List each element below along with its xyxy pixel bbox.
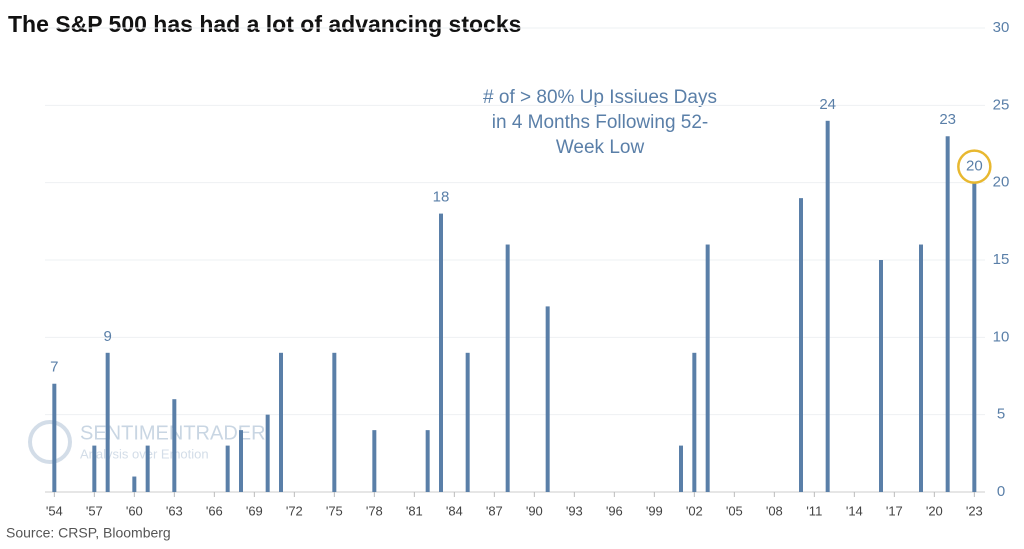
x-tick-label: '23 — [966, 503, 983, 518]
x-tick-label: '90 — [526, 503, 543, 518]
bar — [239, 430, 243, 492]
x-tick-label: '11 — [806, 503, 822, 518]
bar — [105, 352, 110, 492]
x-tick-label: '96 — [606, 503, 623, 518]
data-label: 24 — [819, 96, 836, 113]
bar — [425, 430, 430, 492]
x-tick-label: '54 — [46, 503, 63, 518]
y-tick-label: 0 — [997, 483, 1005, 500]
y-tick-label: 5 — [997, 406, 1005, 423]
bar — [372, 430, 377, 492]
chart-title: The S&P 500 has had a lot of advancing s… — [8, 11, 521, 37]
x-tick-label: '08 — [766, 503, 783, 518]
x-tick-label: '05 — [726, 503, 743, 518]
bar — [52, 383, 57, 492]
x-tick-label: '63 — [166, 503, 183, 518]
bar — [945, 136, 950, 492]
bar — [505, 244, 510, 492]
bar — [705, 244, 710, 492]
x-tick-label: '93 — [566, 503, 583, 518]
y-tick-label: 10 — [993, 328, 1010, 345]
highlight-circle — [957, 149, 992, 184]
bar — [145, 445, 150, 492]
bar — [439, 213, 443, 492]
bar — [545, 306, 550, 492]
annotation: # of > 80% Up Issiues Days — [483, 87, 717, 108]
y-tick-label: 20 — [993, 174, 1010, 191]
watermark-tagline: Analysis over Emotion — [80, 446, 209, 461]
x-tick-label: '17 — [886, 503, 903, 518]
x-tick-label: '84 — [446, 503, 463, 518]
x-tick-label: '69 — [246, 503, 263, 518]
bar — [92, 445, 97, 492]
data-label: 23 — [939, 111, 956, 128]
bar — [332, 352, 337, 492]
bar — [132, 476, 137, 492]
bar — [225, 445, 230, 492]
bar — [172, 399, 177, 492]
x-tick-label: '87 — [486, 503, 503, 518]
x-tick-label: '72 — [286, 503, 303, 518]
x-tick-label: '20 — [926, 503, 943, 518]
x-tick-label: '75 — [326, 503, 343, 518]
x-tick-label: '60 — [126, 503, 143, 518]
bar — [279, 352, 283, 492]
y-tick-label: 30 — [993, 19, 1010, 36]
source: Source: CRSP, Bloomberg — [6, 525, 171, 541]
bar — [465, 352, 470, 492]
x-tick-label: '81 — [406, 503, 423, 518]
x-tick-label: '78 — [366, 503, 383, 518]
bar — [825, 120, 830, 493]
annotation: Week Low — [556, 137, 645, 158]
data-label: 20 — [966, 158, 983, 175]
data-label: 18 — [433, 189, 450, 206]
data-label: 9 — [103, 328, 111, 345]
data-label: 7 — [50, 359, 58, 376]
x-tick-label: '57 — [86, 503, 103, 518]
bar — [265, 414, 270, 492]
bar — [919, 244, 923, 492]
annotation: in 4 Months Following 52- — [492, 112, 709, 133]
y-tick-label: 25 — [993, 96, 1010, 113]
watermark-icon — [28, 420, 72, 464]
x-tick-label: '99 — [646, 503, 663, 518]
x-tick-label: '02 — [686, 503, 703, 518]
x-tick-label: '14 — [846, 503, 863, 518]
bar — [679, 445, 683, 492]
y-tick-label: 15 — [993, 251, 1010, 268]
x-tick-label: '66 — [206, 503, 223, 518]
bar — [692, 352, 697, 492]
bar — [799, 198, 803, 492]
bar — [972, 182, 977, 492]
bar — [879, 260, 883, 492]
